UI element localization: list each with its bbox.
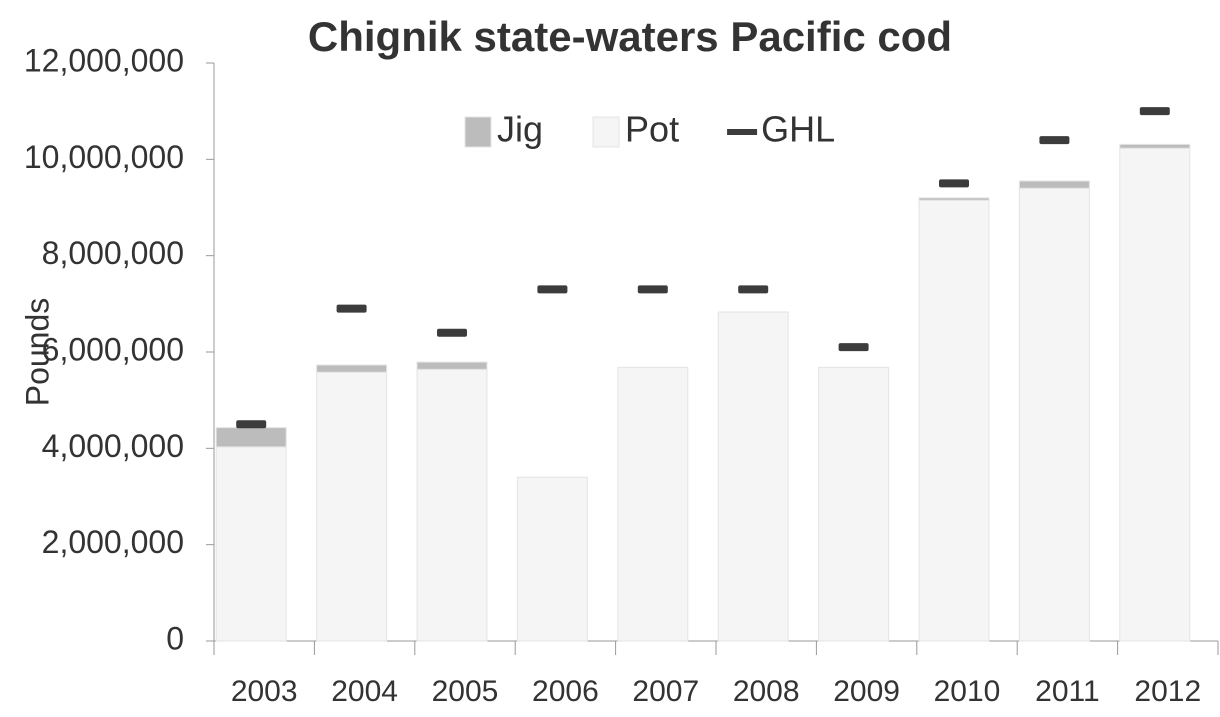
ghl-marker (1039, 136, 1070, 145)
bar-segment (516, 476, 588, 642)
x-tick-label: 2003 (231, 675, 298, 708)
legend-swatch (727, 129, 758, 135)
legend-label: Jig (497, 109, 543, 150)
x-tick-label: 2007 (632, 675, 699, 708)
bar-segment (717, 311, 789, 642)
x-tick-label: 2005 (432, 675, 499, 708)
legend-swatch (592, 116, 620, 148)
y-tick-label: 2,000,000 (42, 524, 184, 560)
bar-segment (215, 427, 287, 448)
x-tick-label: 2012 (1134, 675, 1201, 708)
bar-segment (1018, 187, 1090, 642)
bar-segment (416, 361, 488, 370)
y-axis-title: Pounds (19, 298, 55, 407)
bar-segment (617, 366, 689, 642)
y-tick-label: 6,000,000 (42, 331, 184, 367)
ghl-marker (637, 285, 668, 294)
legend-label: Pot (625, 109, 679, 150)
x-tick-label: 2006 (532, 675, 599, 708)
ghl-marker (236, 420, 267, 429)
bar-segment (215, 446, 287, 642)
y-tick-label: 0 (166, 620, 184, 656)
x-tick-label: 2008 (733, 675, 800, 708)
x-tick-label: 2010 (934, 675, 1001, 708)
x-tick-label: 2009 (833, 675, 900, 708)
chart-title: Chignik state-waters Pacific cod (308, 13, 952, 60)
legend-label: GHL (761, 109, 835, 150)
y-tick-label: 8,000,000 (42, 235, 184, 271)
ghl-marker (537, 285, 568, 294)
legend-swatch (464, 116, 492, 148)
bar-segment (1119, 143, 1191, 149)
ghl-marker (437, 328, 467, 337)
ghl-marker (838, 343, 869, 352)
y-tick-label: 4,000,000 (42, 428, 184, 464)
ghl-marker (336, 304, 367, 313)
bar-segment (918, 197, 990, 201)
bar-segment (1119, 147, 1191, 642)
y-tick-label: 12,000,000 (24, 42, 184, 78)
bar-segment (316, 371, 388, 642)
y-tick-label: 10,000,000 (24, 139, 184, 175)
bar-segment (818, 366, 890, 642)
ghl-marker (939, 179, 969, 188)
bar-segment (416, 368, 488, 642)
bar-segment (918, 199, 990, 642)
x-tick-label: 2004 (331, 675, 398, 708)
bar-segment (1018, 180, 1090, 189)
ghl-marker (1139, 107, 1170, 116)
ghl-marker (738, 285, 769, 294)
x-tick-label: 2011 (1035, 675, 1100, 708)
bar-segment (316, 364, 388, 373)
